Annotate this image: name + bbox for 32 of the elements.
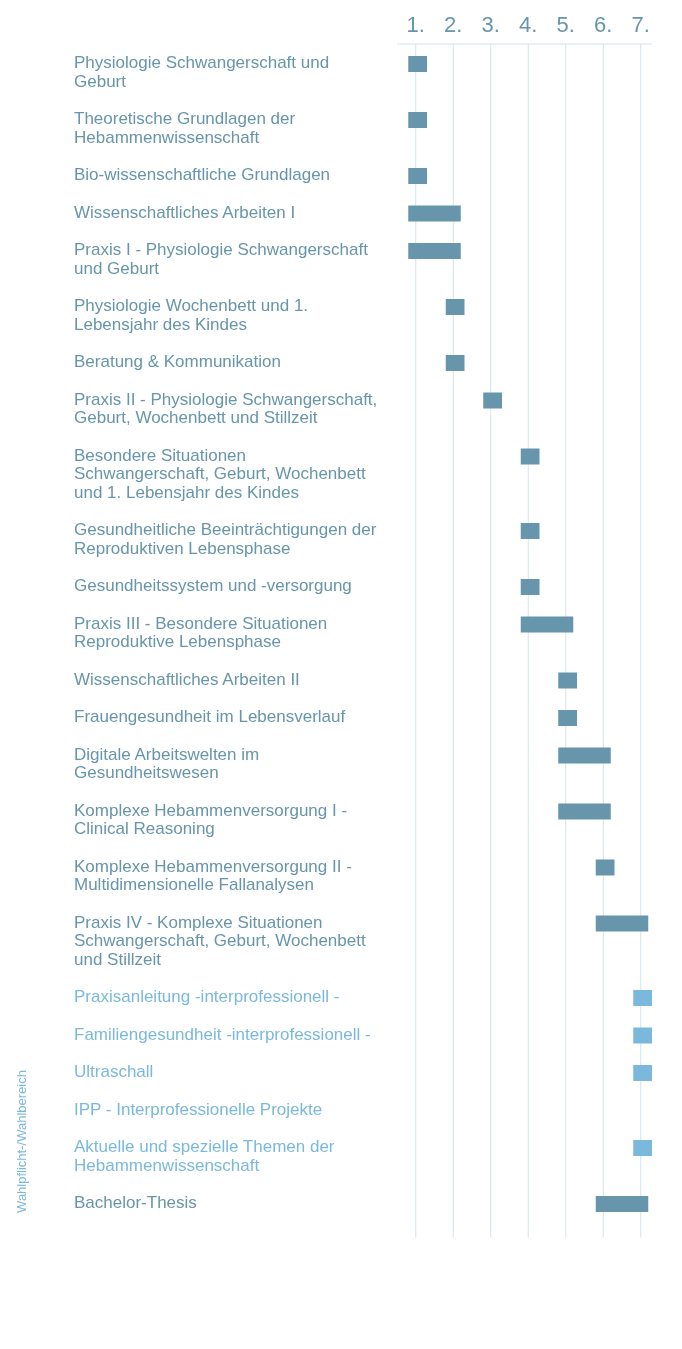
y-tick-label: Praxisanleitung -interprofessionell - [74, 987, 340, 1007]
y-tick-label: Besondere Situationen Schwangerschaft, Geburt, Wochenbett und 1. Lebensjahr des Kindes [74, 445, 366, 502]
y-tick-label: Theoretische Grundlagen der Hebammenwissenschaft [74, 109, 296, 147]
y-tick-label: IPP - Interprofessionelle Projekte [74, 1099, 323, 1119]
y-tick-label: Aktuelle und spezielle Themen der Hebammenwissenschaft [74, 1137, 335, 1175]
x-tick-label: 1. [406, 11, 425, 37]
x-tick-label: 5. [556, 11, 575, 37]
y-tick-label: Bio-wissenschaftliche Grundlagen [74, 165, 331, 185]
y-tick-label: Digitale Arbeitswelten im Gesundheitswesen [74, 744, 260, 783]
x-tick-label: 6. [594, 11, 613, 37]
y-tick-label: Praxis II - Physiologie Schwangerschaft, Geburt, Wochenbett und Stillzeit [74, 389, 378, 428]
y-tick-label: Praxis I - Physiologie Schwangerschaft und Geburt [74, 240, 369, 278]
y-tick-label: Gesundheitssystem und -versorgung [74, 576, 352, 596]
y-tick-label: Physiologie Wochenbett und 1. Lebensjahr des Kindes [74, 296, 309, 334]
y-tick-label: Physiologie Schwangerschaft und Geburt [74, 53, 330, 91]
x-tick-label: 4. [519, 11, 538, 37]
y-tick-label: Beratung & Kommunikation [74, 352, 281, 372]
y-tick-label: Praxis IV - Komplexe Situationen Schwangerschaft, Geburt, Wochenbett und Stillzeit [74, 912, 366, 969]
y-tick-label: Gesundheitliche Beeinträchtigungen der Reproduktiven Lebensphase [74, 520, 377, 558]
y-tick-label: Familiengesundheit -interprofessionell - [74, 1024, 371, 1044]
y-tick-label: Wissenschaftliches Arbeiten II [74, 669, 300, 689]
y-tick-label: Praxis III - Besondere Situationen Reproduktive Lebensphase [74, 613, 328, 652]
y-tick-label: Bachelor-Thesis [74, 1193, 197, 1213]
y-tick-label: Komplexe Hebammenversorgung I - Clinical Reasoning [74, 800, 348, 839]
text: Wahlpflicht-/Wahlbereich [14, 1070, 29, 1213]
x-tick-label: 2. [444, 11, 463, 37]
y-tick-label: Wissenschaftliches Arbeiten I [74, 202, 296, 222]
y-tick-label: Ultraschall [74, 1062, 154, 1082]
y-tick-label: Frauengesundheit im Lebensverlauf [74, 707, 346, 727]
x-tick-label: 3. [481, 11, 500, 37]
y-tick-label: Komplexe Hebammenversorgung II - Multidimensionelle Fallanalysen [74, 856, 352, 895]
x-tick-label: 7. [631, 11, 650, 37]
